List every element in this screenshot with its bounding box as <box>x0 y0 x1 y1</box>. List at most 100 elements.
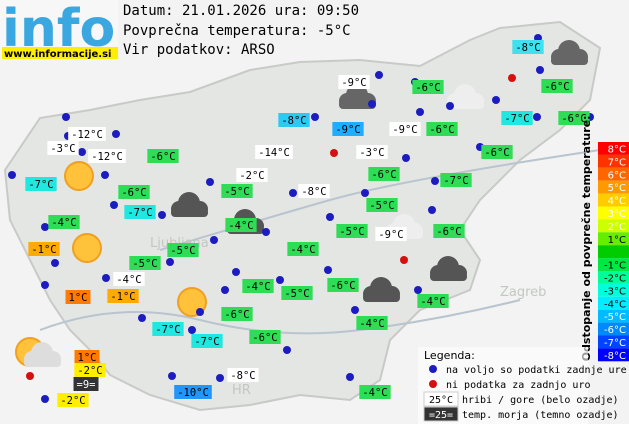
station-bg <box>221 307 253 321</box>
station: -2°C <box>57 393 89 407</box>
station-temp: -9°C <box>392 124 417 136</box>
station: -6°C <box>147 149 179 163</box>
station-dot <box>400 256 408 264</box>
station-bg <box>512 40 544 54</box>
source-line: Vir podatkov: ARSO <box>123 42 275 58</box>
legend-sample-bg <box>423 406 459 422</box>
station-temp: -9°C <box>335 124 360 136</box>
station-dot <box>289 189 297 197</box>
cloud-icon <box>24 342 61 367</box>
station-bg <box>298 184 330 198</box>
station: -6°C <box>481 145 513 159</box>
station-temp: -6°C <box>371 169 396 181</box>
station-bg <box>65 290 91 304</box>
scale-label: -5°C <box>604 312 626 323</box>
station-bg <box>113 272 145 286</box>
legend-text: na voljo so podatki zadnje ure <box>446 365 627 376</box>
scale-step <box>598 219 629 233</box>
station-bg <box>501 111 533 125</box>
station-temp: -8°C <box>515 42 540 54</box>
cloud-part <box>551 56 588 65</box>
station-dot <box>221 286 229 294</box>
station-temp: -4°C <box>51 217 76 229</box>
station: -6°C <box>327 278 359 292</box>
station-temp: -8°C <box>301 186 326 198</box>
station-bg <box>47 141 79 155</box>
cloud-part <box>339 100 376 109</box>
station-bg <box>28 242 60 256</box>
sun-icon <box>72 233 102 263</box>
scale-label: -4°C <box>604 299 626 310</box>
cloud-icon <box>363 277 400 302</box>
station-temp: -9°C <box>378 229 403 241</box>
station-dot <box>311 113 319 121</box>
station: -4°C <box>359 385 391 399</box>
station: -4°C <box>242 279 274 293</box>
station-bg <box>426 122 458 136</box>
station-dot <box>112 130 120 138</box>
station-temp: -7°C <box>443 175 468 187</box>
station-dot <box>138 314 146 322</box>
station: -2°C <box>74 363 106 377</box>
station-dot <box>62 113 70 121</box>
station-temp: -14°C <box>258 147 290 159</box>
station-bg <box>541 79 573 93</box>
station-temp: -4°C <box>245 281 270 293</box>
station-temp: -2°C <box>60 395 85 407</box>
station-temp: -5°C <box>284 288 309 300</box>
station-bg <box>25 177 57 191</box>
station-bg <box>338 75 370 89</box>
station: -8°C <box>278 113 310 127</box>
station-dot <box>78 148 86 156</box>
scale-label: -6°C <box>604 325 626 336</box>
scale-step <box>598 296 629 310</box>
station-temp: -6°C <box>330 280 355 292</box>
station: -6°C <box>118 185 150 199</box>
station-dot <box>492 96 500 104</box>
station: -1°C <box>107 289 139 303</box>
station-dot <box>324 266 332 274</box>
station-dot <box>101 171 109 179</box>
station-temp: -4°C <box>362 387 387 399</box>
place-name: Zagreb <box>500 285 546 300</box>
station-temp: -1°C <box>110 291 135 303</box>
station-dot <box>446 102 454 110</box>
station-temp: -2°C <box>77 365 102 377</box>
station-dot <box>428 206 436 214</box>
station-bg <box>356 316 388 330</box>
station: -5°C <box>167 243 199 257</box>
station-bg <box>48 215 80 229</box>
station-dot <box>210 236 218 244</box>
station: -5°C <box>281 286 313 300</box>
legend-text: temp. morja (temno ozadje) <box>462 410 619 421</box>
scale-step <box>598 258 629 271</box>
scale-label: -8°C <box>604 351 626 362</box>
scale-step <box>598 142 629 155</box>
station-dot <box>196 308 204 316</box>
station: -7°C <box>25 177 57 191</box>
station-bg <box>174 385 212 399</box>
station: -4°C <box>48 215 80 229</box>
cloud-icon <box>551 40 588 65</box>
station-dot <box>330 149 338 157</box>
scale-label: 2°C <box>608 222 626 233</box>
sun-icon <box>64 161 94 191</box>
cloud-icon <box>171 192 208 217</box>
scale-step <box>598 283 629 297</box>
station-temp: -4°C <box>290 244 315 256</box>
station: -9°C <box>332 122 364 136</box>
station-bg <box>225 218 257 232</box>
station-temp: -8°C <box>230 370 255 382</box>
station-temp: -7°C <box>155 324 180 336</box>
station-bg <box>88 149 126 163</box>
scale-label: -1°C <box>604 261 626 272</box>
cloud-part <box>363 293 400 302</box>
station: -4°C <box>417 294 449 308</box>
place-name: HR <box>232 383 251 398</box>
station-dot <box>166 258 174 266</box>
station-dot <box>26 372 34 380</box>
scale-label: 4°C <box>608 196 626 207</box>
station-bg <box>278 113 310 127</box>
station-bg <box>73 377 99 391</box>
station-temp: -8°C <box>281 115 306 127</box>
